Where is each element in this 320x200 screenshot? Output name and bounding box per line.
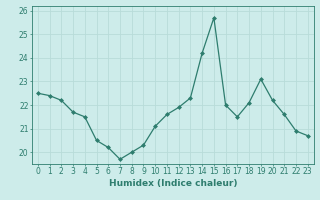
X-axis label: Humidex (Indice chaleur): Humidex (Indice chaleur) bbox=[108, 179, 237, 188]
